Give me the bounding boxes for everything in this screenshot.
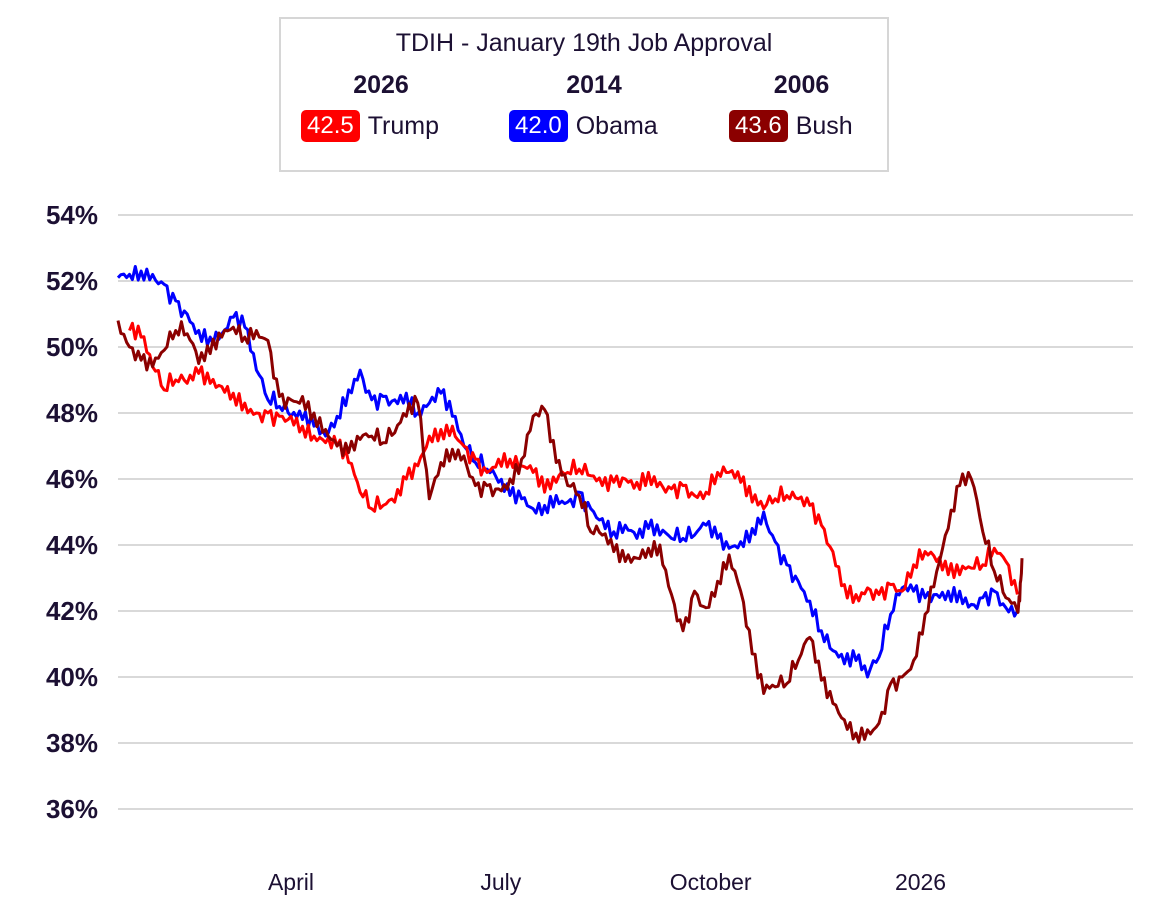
x-tick-label: July xyxy=(480,869,521,895)
series-line-trump xyxy=(128,321,1019,604)
y-tick-label: 38% xyxy=(46,728,98,758)
legend-value-chip: 43.6 xyxy=(729,110,788,142)
legend-entry-bush: 2006 43.6 Bush xyxy=(729,71,874,142)
y-tick-label: 50% xyxy=(46,332,98,362)
legend-series-name: Trump xyxy=(367,111,440,140)
y-tick-label: 48% xyxy=(46,398,98,428)
legend-entry-row: 43.6 Bush xyxy=(729,110,874,142)
legend-entry-obama: 2014 42.0 Obama xyxy=(509,71,679,142)
legend-year: 2006 xyxy=(773,71,830,99)
series-lines xyxy=(116,265,1024,744)
y-tick-label: 44% xyxy=(46,530,98,560)
chart-title: TDIH - January 19th Job Approval xyxy=(395,29,773,57)
y-tick-label: 46% xyxy=(46,464,98,494)
gridlines xyxy=(118,214,1133,810)
series-line-obama xyxy=(116,265,1019,679)
y-tick-label: 42% xyxy=(46,596,98,626)
legend-value-chip: 42.0 xyxy=(509,110,568,142)
x-axis-ticks: April July October 2026 xyxy=(268,869,946,895)
x-tick-label: October xyxy=(670,869,752,895)
y-tick-label: 54% xyxy=(46,200,98,230)
legend-entry-row: 42.0 Obama xyxy=(509,110,679,142)
legend-series-name: Obama xyxy=(575,111,658,140)
y-tick-label: 40% xyxy=(46,662,98,692)
legend-entry-trump: 2026 42.5 Trump xyxy=(301,71,461,142)
x-tick-label: April xyxy=(268,869,314,895)
legend-year: 2014 xyxy=(566,71,622,99)
chart-legend: TDIH - January 19th Job Approval 2026 42… xyxy=(279,17,889,172)
legend-entry-row: 42.5 Trump xyxy=(301,110,461,142)
y-axis-ticks: 36% 38% 40% 42% 44% 46% 48% 50% 52% 54% xyxy=(46,200,98,824)
series-line-bush xyxy=(116,320,1024,744)
x-tick-label: 2026 xyxy=(895,869,946,895)
legend-series-name: Bush xyxy=(795,111,853,140)
y-tick-label: 52% xyxy=(46,266,98,296)
legend-value-chip: 42.5 xyxy=(301,110,360,142)
legend-year: 2026 xyxy=(353,71,409,99)
y-tick-label: 36% xyxy=(46,794,98,824)
